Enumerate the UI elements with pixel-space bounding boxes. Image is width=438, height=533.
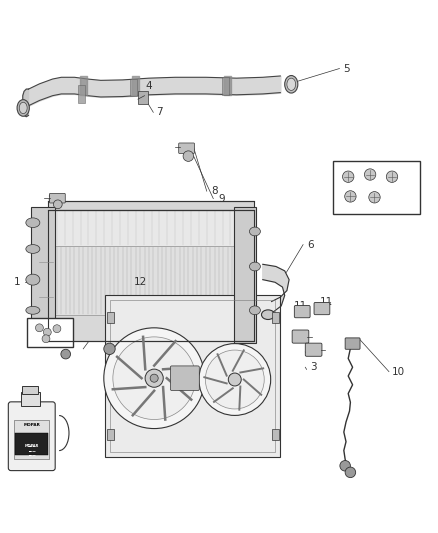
Circle shape — [340, 461, 350, 471]
Circle shape — [386, 171, 398, 182]
FancyBboxPatch shape — [305, 343, 322, 356]
Bar — [48, 314, 254, 341]
Polygon shape — [263, 264, 289, 314]
Text: 8: 8 — [211, 186, 218, 196]
Circle shape — [150, 374, 158, 382]
Text: 4: 4 — [145, 81, 152, 91]
Bar — [27, 318, 73, 346]
Bar — [15, 433, 48, 455]
Bar — [48, 209, 254, 341]
Bar — [31, 207, 55, 343]
Ellipse shape — [250, 227, 260, 236]
Text: 9: 9 — [47, 200, 54, 210]
Circle shape — [53, 200, 62, 209]
Circle shape — [205, 350, 264, 409]
Ellipse shape — [287, 78, 296, 91]
Ellipse shape — [250, 262, 260, 271]
Text: 11: 11 — [320, 297, 333, 308]
Circle shape — [35, 324, 43, 332]
Polygon shape — [23, 89, 28, 117]
Text: 6: 6 — [307, 240, 314, 249]
Circle shape — [145, 369, 163, 387]
Circle shape — [42, 335, 50, 343]
Ellipse shape — [26, 218, 40, 228]
Bar — [105, 295, 280, 457]
FancyBboxPatch shape — [179, 143, 194, 154]
Text: 2: 2 — [106, 369, 113, 379]
Circle shape — [183, 151, 194, 161]
Ellipse shape — [285, 76, 298, 93]
Bar — [107, 312, 114, 324]
Bar — [234, 207, 256, 343]
Bar — [333, 161, 420, 214]
Text: 7: 7 — [156, 107, 163, 117]
Bar — [138, 91, 148, 104]
Text: ━━━━━
━━━━━
━━━━━: ━━━━━ ━━━━━ ━━━━━ — [28, 445, 35, 458]
Text: 1: 1 — [14, 277, 21, 287]
FancyBboxPatch shape — [170, 366, 199, 391]
Bar — [272, 429, 279, 440]
Circle shape — [364, 169, 376, 180]
Ellipse shape — [26, 245, 40, 253]
Circle shape — [61, 349, 71, 359]
Text: MOPAR: MOPAR — [25, 444, 39, 448]
FancyBboxPatch shape — [294, 305, 310, 318]
Bar — [272, 312, 279, 324]
FancyBboxPatch shape — [49, 193, 65, 203]
Circle shape — [199, 344, 271, 415]
Ellipse shape — [250, 306, 260, 314]
Text: 12: 12 — [134, 277, 147, 287]
Ellipse shape — [26, 306, 40, 314]
FancyBboxPatch shape — [345, 338, 360, 349]
Bar — [48, 201, 254, 211]
Circle shape — [104, 328, 205, 429]
Bar — [22, 386, 38, 394]
Bar — [107, 429, 114, 440]
Circle shape — [228, 373, 241, 386]
Text: 13: 13 — [22, 429, 35, 439]
Bar — [14, 420, 49, 459]
Text: 11: 11 — [293, 301, 307, 311]
Text: 15: 15 — [35, 326, 48, 336]
FancyBboxPatch shape — [8, 402, 55, 471]
Ellipse shape — [261, 310, 275, 319]
Circle shape — [53, 325, 61, 333]
Text: 3: 3 — [310, 362, 317, 372]
Ellipse shape — [26, 274, 40, 285]
Bar — [78, 85, 85, 103]
Circle shape — [345, 191, 356, 202]
Ellipse shape — [17, 100, 29, 116]
Circle shape — [343, 171, 354, 182]
Text: 10: 10 — [392, 367, 405, 377]
Circle shape — [113, 337, 195, 419]
Circle shape — [43, 328, 51, 336]
Text: 8: 8 — [47, 193, 54, 204]
Text: MOPAR: MOPAR — [23, 424, 40, 427]
Text: 3: 3 — [310, 347, 317, 357]
Circle shape — [104, 343, 115, 354]
Bar — [21, 392, 40, 406]
Bar — [130, 78, 137, 96]
Text: 5: 5 — [343, 63, 350, 74]
Circle shape — [345, 467, 356, 478]
FancyBboxPatch shape — [314, 302, 330, 314]
Bar — [48, 246, 254, 314]
Bar — [110, 300, 275, 452]
Bar — [48, 209, 254, 246]
Circle shape — [369, 191, 380, 203]
Ellipse shape — [19, 102, 27, 114]
Text: 9: 9 — [218, 193, 225, 204]
FancyBboxPatch shape — [292, 330, 309, 343]
Bar — [222, 77, 229, 95]
